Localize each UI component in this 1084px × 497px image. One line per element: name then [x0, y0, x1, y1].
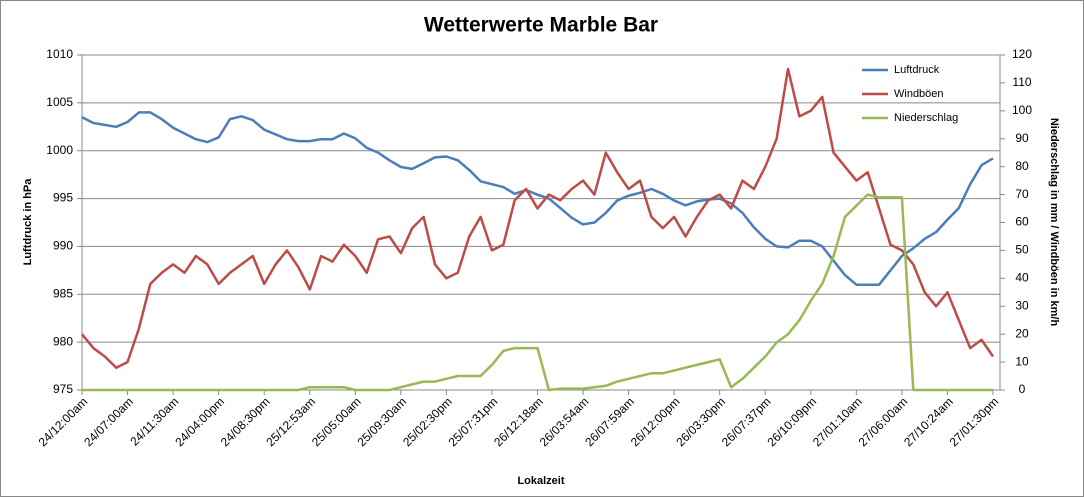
- legend-label: Windböen: [894, 88, 944, 100]
- chart-title: Wetterwerte Marble Bar: [424, 14, 658, 37]
- y2-tick-label: 90: [1015, 131, 1029, 145]
- y-tick-label: 985: [53, 286, 73, 300]
- y2-tick-label: 60: [1015, 215, 1029, 229]
- legend-label: Luftdruck: [894, 64, 940, 76]
- y2-tick-label: 40: [1015, 271, 1029, 285]
- y2-tick-label: 110: [1012, 75, 1031, 89]
- y-tick-label: 975: [53, 382, 73, 396]
- y-tick-label: 1000: [46, 143, 73, 157]
- y-tick-label: 990: [53, 239, 73, 253]
- series-line: [82, 193, 993, 392]
- y2-axis-title: Niederschlag in mm / Windböen in km/h: [1048, 118, 1060, 327]
- series-line: [81, 111, 994, 286]
- y2-tick-label: 30: [1015, 298, 1029, 312]
- y2-tick-label: 20: [1015, 326, 1029, 340]
- y2-tick-label: 120: [1012, 47, 1032, 61]
- y-tick-label: 995: [53, 191, 73, 205]
- y2-tick-label: 0: [1019, 382, 1026, 396]
- y-axis-title: Luftdruck in hPa: [22, 178, 34, 266]
- x-axis-title: Lokalzeit: [517, 475, 564, 487]
- y2-tick-label: 100: [1012, 103, 1032, 117]
- y2-tick-label: 70: [1015, 187, 1029, 201]
- y2-tick-label: 80: [1015, 159, 1029, 173]
- legend-label: Niederschlag: [894, 112, 958, 124]
- series-line: [81, 67, 995, 369]
- y2-tick-label: 10: [1015, 354, 1029, 368]
- y-tick-label: 980: [53, 334, 73, 348]
- y-tick-label: 1005: [46, 95, 73, 109]
- y-tick-label: 1010: [46, 47, 73, 61]
- y2-tick-label: 50: [1015, 243, 1029, 257]
